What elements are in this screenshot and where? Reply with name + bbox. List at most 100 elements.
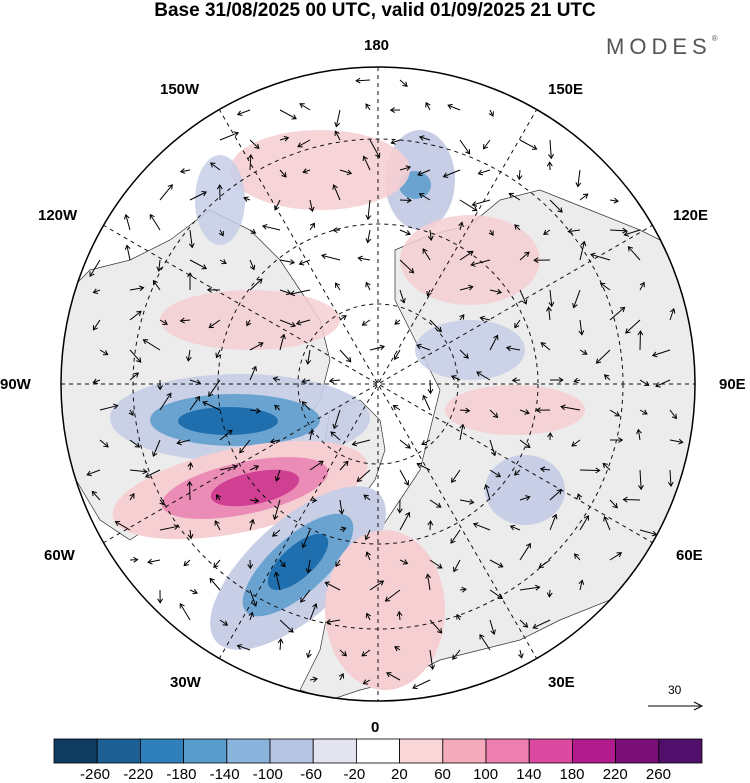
wind-vector-head	[667, 481, 674, 488]
wind-vector-head	[622, 227, 628, 234]
wind-vector-head	[179, 317, 185, 324]
wind-vector-head	[525, 442, 531, 449]
wind-vector	[518, 169, 521, 180]
wind-vector-head	[437, 563, 443, 569]
wind-vector-head	[465, 149, 471, 155]
colorbar-tick-label: -140	[209, 766, 240, 783]
wind-vector-head	[551, 513, 558, 520]
wind-vector	[579, 515, 589, 531]
lon-label-60w: 60W	[44, 547, 75, 564]
wind-vector	[352, 439, 371, 445]
wind-vector	[279, 137, 289, 141]
wind-vector-head	[493, 334, 499, 341]
wind-vector-head	[167, 184, 173, 190]
wind-vector	[540, 342, 551, 351]
wind-vector-head	[363, 494, 369, 500]
wind-vector-head	[402, 559, 409, 565]
wind-vector-head	[623, 231, 630, 237]
wind-vector-head	[232, 464, 238, 471]
wind-vector	[237, 109, 251, 116]
wind-vector	[652, 349, 671, 357]
wind-vector-head	[436, 628, 443, 634]
wind-vector-head	[209, 577, 215, 584]
wind-vector-head	[92, 288, 99, 294]
wind-vector	[335, 282, 341, 291]
wind-vector	[452, 649, 461, 660]
wind-vector	[189, 529, 192, 539]
anomaly-neg-weak-7	[485, 455, 565, 525]
wind-vector	[459, 588, 467, 591]
wind-vector-head	[425, 573, 432, 579]
wind-vector-head	[308, 206, 315, 213]
wind-vector	[249, 409, 261, 412]
wind-vector	[91, 491, 101, 501]
wind-vector-head	[332, 184, 338, 190]
anomaly-neg-strong	[178, 407, 278, 435]
wind-vector-head	[92, 378, 99, 384]
wind-vector	[145, 469, 161, 478]
wind-vector-head	[482, 144, 489, 150]
wind-vector-head	[335, 282, 341, 288]
wind-vector-head	[365, 103, 371, 109]
wind-vector-head	[447, 103, 453, 110]
wind-vector	[399, 79, 408, 87]
wind-vector	[279, 289, 291, 295]
wind-vector	[249, 229, 256, 234]
wind-vector	[358, 257, 371, 261]
wind-vector	[307, 559, 311, 573]
wind-vector-head	[678, 438, 684, 445]
wind-vector-head	[427, 388, 434, 395]
wind-vector	[339, 649, 347, 657]
wind-vector-head	[355, 77, 361, 84]
wind-vector-head	[522, 622, 529, 628]
wind-vector	[385, 589, 401, 602]
wind-vector-head	[642, 409, 648, 415]
wind-vector	[356, 469, 371, 482]
wind-vector	[669, 469, 672, 487]
wind-vector-head	[546, 161, 553, 167]
wind-vector	[302, 401, 311, 411]
wind-vector-head	[251, 365, 257, 372]
registered-mark: ®	[711, 34, 718, 43]
wind-vector-head	[405, 511, 411, 518]
wind-vector-head	[514, 224, 520, 230]
wind-vector-head	[595, 358, 602, 364]
lon-label-30e: 30E	[548, 674, 575, 691]
wind-vector	[249, 612, 253, 621]
wind-vector-head	[539, 466, 546, 473]
wind-vector	[577, 493, 581, 501]
wind-vector-head	[459, 423, 466, 430]
meridian-120	[102, 224, 654, 544]
wind-vector	[214, 520, 221, 531]
wind-vector-head	[142, 339, 149, 345]
wind-vector-head	[162, 319, 168, 325]
wind-vector	[450, 529, 461, 544]
wind-vector-head	[92, 325, 98, 331]
wind-vector-head	[514, 470, 520, 476]
wind-vector	[489, 289, 502, 293]
wind-vector-head	[521, 299, 528, 305]
wind-vector-head	[619, 306, 626, 313]
wind-vector-head	[429, 664, 436, 670]
wind-vector-head	[341, 651, 347, 657]
wind-vector	[561, 406, 581, 411]
wind-vector	[519, 139, 537, 150]
wind-vector	[391, 139, 401, 144]
wind-vector-head	[338, 672, 345, 679]
wind-vector	[307, 349, 311, 365]
wind-vector	[394, 349, 401, 360]
wind-vector	[365, 103, 371, 111]
wind-vector-head	[258, 342, 264, 348]
wind-vector	[209, 578, 221, 591]
wind-vector-head	[402, 81, 408, 87]
wind-vector-head	[301, 401, 308, 407]
wind-vector-head	[201, 264, 208, 270]
wind-vector	[149, 214, 161, 231]
wind-vector	[514, 319, 521, 328]
wind-vector-head	[459, 314, 465, 320]
wind-vector-head	[427, 520, 434, 526]
wind-vector-head	[300, 597, 306, 603]
wind-vector	[655, 379, 671, 387]
wind-vector	[299, 259, 311, 265]
wind-vector-head	[290, 321, 297, 328]
